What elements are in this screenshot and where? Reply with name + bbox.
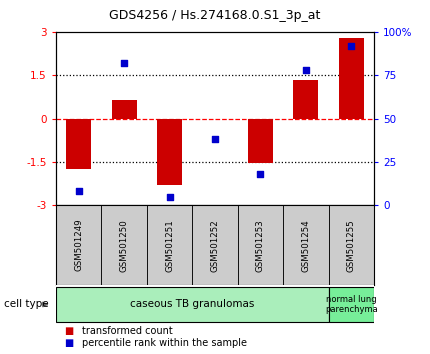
Point — [212, 137, 218, 142]
Point — [302, 67, 309, 73]
Text: GSM501249: GSM501249 — [74, 219, 83, 272]
Text: GDS4256 / Hs.274168.0.S1_3p_at: GDS4256 / Hs.274168.0.S1_3p_at — [109, 10, 321, 22]
Bar — [112, 100, 137, 119]
Bar — [339, 38, 364, 119]
Text: GSM501253: GSM501253 — [256, 219, 265, 272]
Bar — [192, 205, 238, 285]
Point — [75, 189, 82, 194]
Bar — [66, 119, 91, 169]
Bar — [248, 119, 273, 164]
Point — [348, 43, 355, 48]
Text: caseous TB granulomas: caseous TB granulomas — [130, 299, 255, 309]
Text: GSM501255: GSM501255 — [347, 219, 356, 272]
Bar — [283, 205, 329, 285]
Bar — [329, 205, 374, 285]
Point — [166, 194, 173, 200]
Text: ■: ■ — [64, 338, 74, 348]
Text: ■: ■ — [64, 326, 74, 336]
Point — [121, 60, 128, 66]
Bar — [293, 80, 318, 119]
Bar — [101, 205, 147, 285]
Text: GSM501252: GSM501252 — [211, 219, 219, 272]
Text: GSM501250: GSM501250 — [120, 219, 129, 272]
Text: GSM501251: GSM501251 — [165, 219, 174, 272]
Bar — [157, 119, 182, 185]
Text: normal lung
parenchyma: normal lung parenchyma — [325, 295, 378, 314]
Bar — [147, 205, 192, 285]
Bar — [238, 205, 283, 285]
Text: GSM501254: GSM501254 — [301, 219, 310, 272]
Bar — [56, 287, 329, 322]
Bar — [329, 287, 374, 322]
Text: percentile rank within the sample: percentile rank within the sample — [82, 338, 247, 348]
Text: cell type: cell type — [4, 299, 49, 309]
Bar — [56, 205, 101, 285]
Text: transformed count: transformed count — [82, 326, 172, 336]
Point — [257, 171, 264, 177]
